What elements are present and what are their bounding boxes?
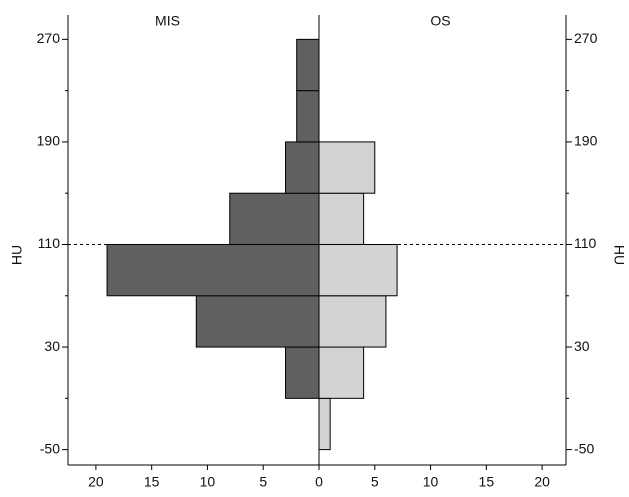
x-tick-label: 5 (259, 474, 267, 490)
y-tick-label: 270 (574, 30, 598, 46)
x-tick-label: 15 (479, 474, 495, 490)
x-tick-label: 20 (88, 474, 104, 490)
y-tick-label: 270 (37, 30, 61, 46)
x-tick-label: 15 (144, 474, 160, 490)
legend-label: OS (430, 13, 450, 29)
bar (285, 141, 320, 194)
x-tick-label: 20 (534, 474, 550, 490)
bar (296, 38, 320, 92)
y-axis-title: HU (611, 245, 627, 265)
x-tick-label: 0 (315, 474, 323, 490)
bar (318, 243, 398, 297)
bar (106, 243, 320, 297)
legend-label: MIS (155, 13, 180, 29)
x-tick-label: 10 (200, 474, 216, 490)
y-tick-label: 110 (38, 235, 61, 251)
bar (195, 295, 320, 348)
bar (318, 141, 376, 194)
y-tick-label: 190 (37, 133, 61, 149)
bar (318, 295, 387, 348)
bar (285, 346, 320, 399)
y-axis-title: HU (9, 245, 25, 265)
y-tick-label: 110 (574, 235, 597, 251)
y-tick-label: -50 (40, 440, 60, 456)
bar (229, 192, 320, 245)
x-tick-label: 5 (371, 474, 379, 490)
x-tick-label: 10 (423, 474, 439, 490)
y-tick-label: 190 (574, 133, 598, 149)
bar (318, 192, 365, 245)
y-tick-label: -50 (574, 440, 594, 456)
bar (318, 346, 365, 399)
bar (296, 90, 320, 143)
y-tick-label: 30 (44, 338, 60, 354)
bar (318, 397, 331, 451)
y-tick-label: 30 (574, 338, 590, 354)
